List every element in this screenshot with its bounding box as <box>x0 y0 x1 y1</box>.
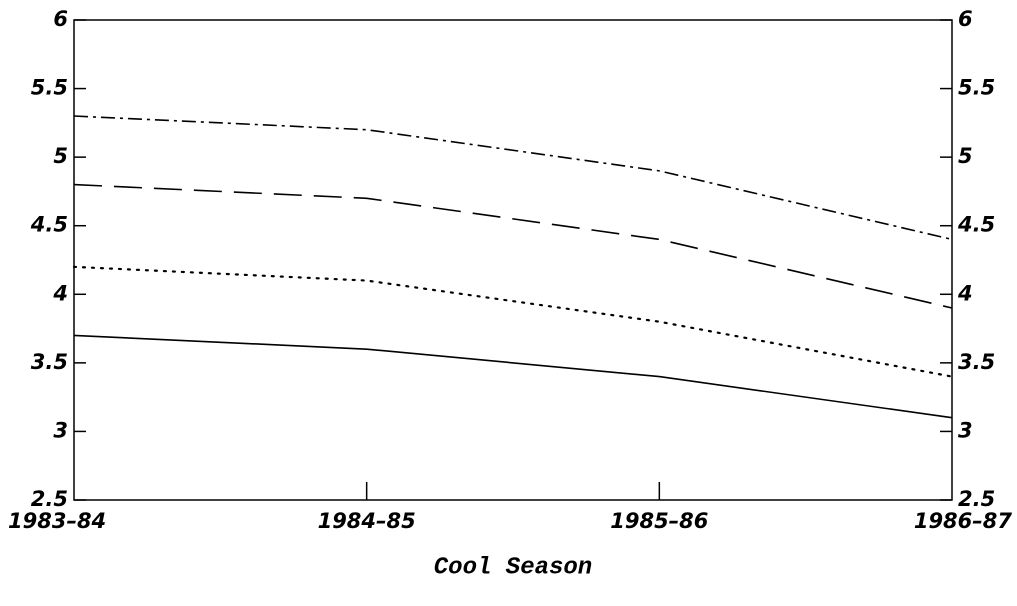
y2-tick-label: 3.5 <box>958 350 995 374</box>
y2-tick-label: 4 <box>957 281 973 305</box>
y-tick-label: 5.5 <box>31 76 68 100</box>
y-tick-label: 4.5 <box>30 213 68 237</box>
y2-tick-label: 5 <box>958 144 973 168</box>
series-line <box>73 334 953 419</box>
y-tick-label: 2.5 <box>31 487 68 511</box>
y-tick-label: 6 <box>53 7 68 31</box>
x-tick-label: 1984–85 <box>318 509 416 533</box>
y-tick-label: 3.5 <box>31 350 68 374</box>
series-line <box>73 183 953 309</box>
series-line <box>72 265 954 378</box>
x-axis-label: Cool Season <box>434 554 592 581</box>
y-tick-label: 5 <box>53 144 68 168</box>
x-tick-label: 1985–86 <box>610 509 708 533</box>
x-tick-label: 1983–84 <box>8 509 106 533</box>
series-line <box>73 115 953 241</box>
plot-frame <box>73 19 953 501</box>
y2-tick-label: 3 <box>958 418 973 442</box>
y2-tick-label: 2.5 <box>958 487 995 511</box>
y2-tick-label: 5.5 <box>958 76 995 100</box>
y2-tick-label: 6 <box>958 7 973 31</box>
y-tick-label: 4 <box>52 281 68 305</box>
y2-tick-label: 4.5 <box>957 213 995 237</box>
y-tick-label: 3 <box>53 418 68 442</box>
x-tick-label: 1986–87 <box>914 509 1013 533</box>
